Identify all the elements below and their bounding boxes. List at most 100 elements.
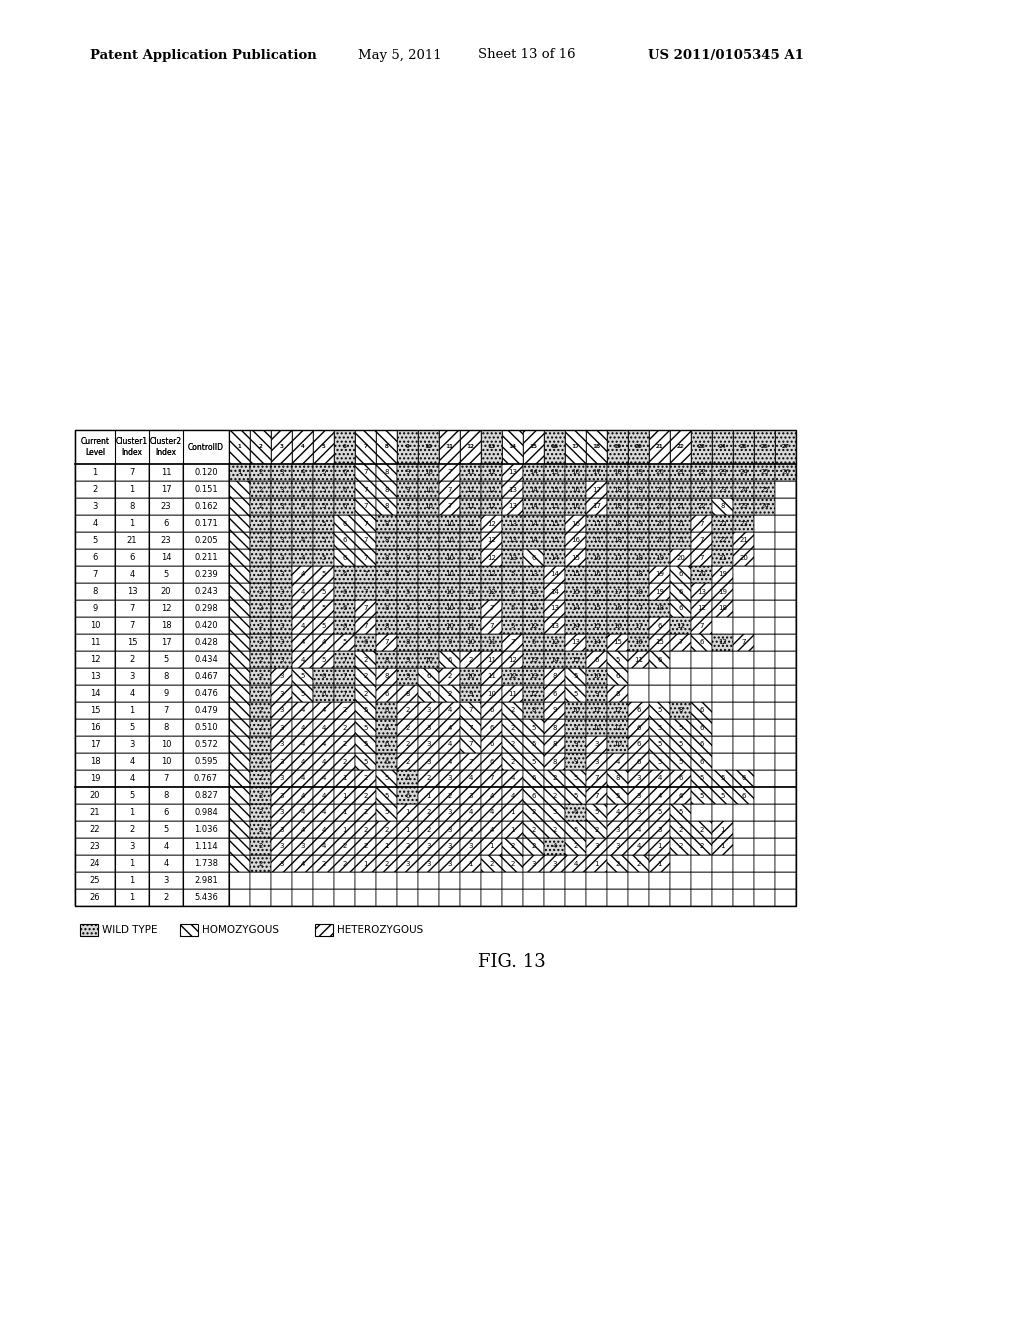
Bar — [544, 430, 565, 465]
Text: 2: 2 — [342, 843, 347, 850]
Bar — [691, 634, 712, 651]
Bar — [712, 651, 733, 668]
Text: 0.205: 0.205 — [195, 536, 218, 545]
Bar — [670, 634, 691, 651]
Text: 1: 1 — [657, 843, 662, 850]
Bar — [712, 616, 733, 634]
Text: 5: 5 — [573, 826, 578, 833]
Text: 8: 8 — [384, 470, 389, 475]
Bar — [271, 804, 292, 821]
Text: 21: 21 — [655, 445, 664, 450]
Text: 5: 5 — [364, 759, 368, 764]
Text: 6: 6 — [531, 554, 536, 561]
Text: 17: 17 — [90, 741, 100, 748]
Text: 18: 18 — [593, 445, 600, 450]
Bar — [481, 430, 502, 465]
Text: 24: 24 — [719, 445, 726, 450]
Text: 2: 2 — [258, 520, 263, 527]
Text: 6: 6 — [489, 725, 494, 730]
Text: 17: 17 — [592, 503, 601, 510]
Bar — [502, 498, 523, 515]
Bar — [712, 515, 733, 532]
Bar — [754, 888, 775, 906]
Text: 3: 3 — [594, 742, 599, 747]
Text: 26: 26 — [781, 470, 790, 475]
Bar — [150, 515, 183, 532]
Text: 22: 22 — [697, 503, 706, 510]
Text: 4: 4 — [447, 708, 452, 714]
Bar — [733, 601, 754, 616]
Bar — [334, 498, 355, 515]
Text: 4: 4 — [300, 572, 305, 578]
Bar — [691, 480, 712, 498]
Bar — [649, 515, 670, 532]
Bar — [271, 601, 292, 616]
Bar — [607, 702, 628, 719]
Bar — [355, 770, 376, 787]
Text: 4: 4 — [164, 842, 169, 851]
Text: 2: 2 — [406, 759, 410, 764]
Bar — [649, 430, 670, 465]
Text: 6: 6 — [342, 487, 347, 492]
Bar — [115, 685, 150, 702]
Bar — [229, 804, 250, 821]
Bar — [439, 888, 460, 906]
Bar — [418, 752, 439, 770]
Text: 6: 6 — [343, 445, 346, 450]
Bar — [250, 532, 271, 549]
Text: 2: 2 — [531, 826, 536, 833]
Text: 2: 2 — [342, 861, 347, 866]
Bar — [502, 855, 523, 873]
Bar — [565, 685, 586, 702]
Text: 13: 13 — [550, 623, 559, 628]
Text: 4: 4 — [129, 756, 134, 766]
Text: 26: 26 — [761, 445, 768, 450]
Bar — [607, 430, 628, 465]
Text: 3: 3 — [280, 656, 284, 663]
Bar — [313, 515, 334, 532]
Bar — [481, 601, 502, 616]
Text: 5: 5 — [657, 725, 662, 730]
Bar — [150, 821, 183, 838]
Bar — [544, 566, 565, 583]
Text: 13: 13 — [529, 572, 538, 578]
Bar — [544, 804, 565, 821]
Text: 14: 14 — [571, 606, 580, 611]
Text: 3: 3 — [280, 826, 284, 833]
Text: 4: 4 — [300, 826, 305, 833]
Text: 2: 2 — [258, 708, 263, 714]
Text: 1: 1 — [92, 469, 97, 477]
Bar — [397, 616, 418, 634]
Text: 5: 5 — [678, 759, 683, 764]
Bar — [292, 888, 313, 906]
Bar — [418, 821, 439, 838]
Text: 2: 2 — [258, 809, 263, 816]
Text: 22: 22 — [697, 470, 706, 475]
Text: 7: 7 — [678, 639, 683, 645]
Bar — [607, 651, 628, 668]
Bar — [334, 770, 355, 787]
Text: 19: 19 — [614, 445, 621, 450]
Text: 9: 9 — [406, 520, 410, 527]
Bar — [397, 430, 418, 465]
Bar — [271, 480, 292, 498]
Bar — [691, 616, 712, 634]
Bar — [75, 430, 229, 465]
Bar — [754, 685, 775, 702]
Text: 3: 3 — [280, 606, 284, 611]
Bar — [712, 838, 733, 855]
Text: 8: 8 — [384, 673, 389, 680]
Bar — [150, 480, 183, 498]
Text: 6: 6 — [636, 708, 641, 714]
Bar — [649, 601, 670, 616]
Bar — [586, 685, 607, 702]
Bar — [481, 549, 502, 566]
Bar — [691, 752, 712, 770]
Bar — [670, 532, 691, 549]
Text: 17: 17 — [613, 589, 622, 594]
Bar — [523, 430, 544, 465]
Text: 6: 6 — [699, 742, 703, 747]
Bar — [649, 480, 670, 498]
Text: 13: 13 — [508, 503, 517, 510]
Text: 15: 15 — [571, 572, 580, 578]
